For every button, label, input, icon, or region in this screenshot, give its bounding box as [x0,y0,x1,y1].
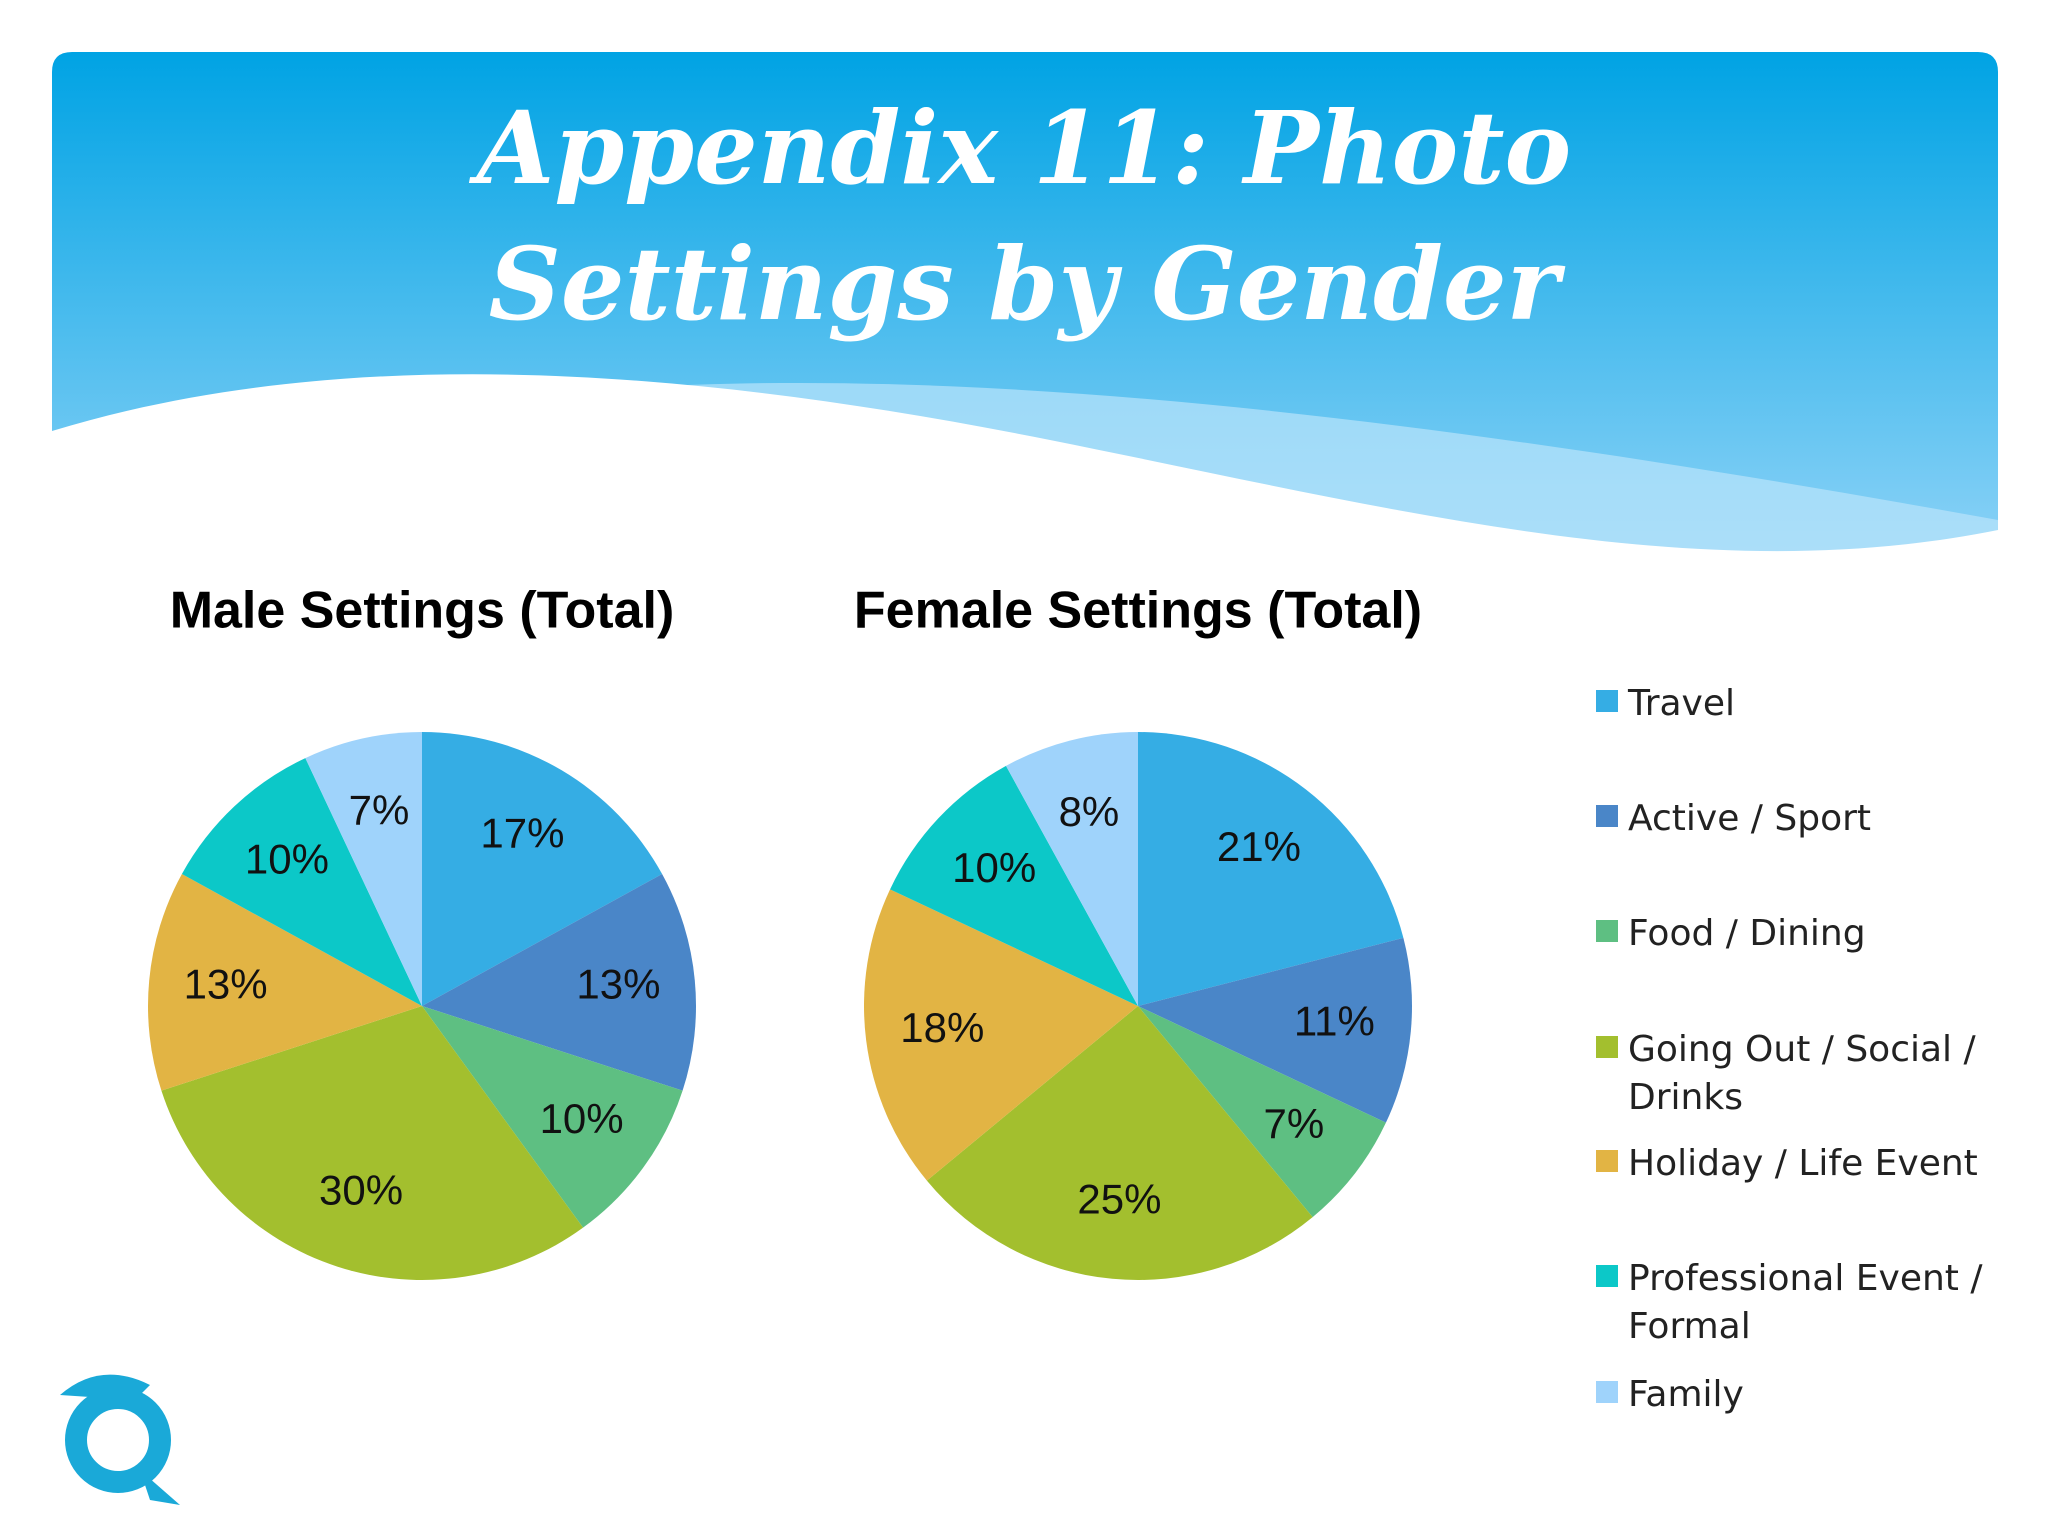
data-label: 21% [1217,823,1301,870]
legend-swatch [1596,1036,1618,1058]
legend-item: Travel [1596,680,1735,728]
legend-swatch [1596,805,1618,827]
data-label: 7% [1264,1100,1325,1147]
pie-slice [890,765,1138,1006]
legend-label: Food / Dining [1628,913,1866,954]
chart-title: Male Settings (Total) [170,582,675,640]
pie-slice [422,1006,683,1228]
data-label: 25% [1077,1175,1161,1222]
legend-label: Going Out / Social / Drinks [1628,1029,1976,1118]
pie-slice [1005,732,1138,1006]
legend-item: Going Out / Social / Drinks [1596,1026,2016,1122]
data-label: 8% [1059,788,1120,835]
legend-label: Professional Event / Formal [1628,1258,1983,1347]
legend-label: Family [1628,1374,1744,1415]
data-label: 30% [319,1167,403,1214]
pie-slice [422,873,696,1091]
data-label: 10% [245,835,329,882]
data-label: 13% [184,961,268,1008]
data-label: 13% [576,961,660,1008]
data-label: 10% [952,844,1036,891]
data-label: 7% [349,787,410,834]
legend-swatch [1596,920,1618,942]
pie-slice [148,873,422,1091]
pie-slice [1138,1006,1386,1218]
legend-item: Holiday / Life Event [1596,1140,1978,1188]
legend-swatch [1596,1150,1618,1172]
legend-item: Professional Event / Formal [1596,1255,2016,1351]
slide-title: Appendix 11: Photo Settings by Gender [476,89,1572,343]
legend-label: Active / Sport [1628,798,1872,839]
legend-swatch [1596,1381,1618,1403]
pie-slice [1138,937,1412,1123]
pie-slice [864,889,1138,1181]
chart-title: Female Settings (Total) [854,582,1422,640]
pie-slice [926,1006,1313,1280]
logo-fin [60,1374,150,1400]
data-label: 18% [900,1004,984,1051]
pie-slice [1138,732,1404,1006]
pie-slice [161,1006,584,1280]
data-label: 11% [1294,998,1375,1045]
logo-tail [140,1470,180,1505]
pie-slice [181,758,422,1006]
legend-item: Active / Sport [1596,795,1871,843]
pie-slice [422,732,663,1006]
legend-swatch [1596,690,1618,712]
legend-label: Travel [1628,683,1736,724]
data-label: 10% [540,1095,624,1142]
legend-item: Food / Dining [1596,910,1866,958]
pie-slice [305,732,422,1006]
legend-item: Family [1596,1371,1744,1419]
legend-swatch [1596,1265,1618,1287]
legend-label: Holiday / Life Event [1628,1143,1978,1184]
data-label: 17% [480,809,564,856]
